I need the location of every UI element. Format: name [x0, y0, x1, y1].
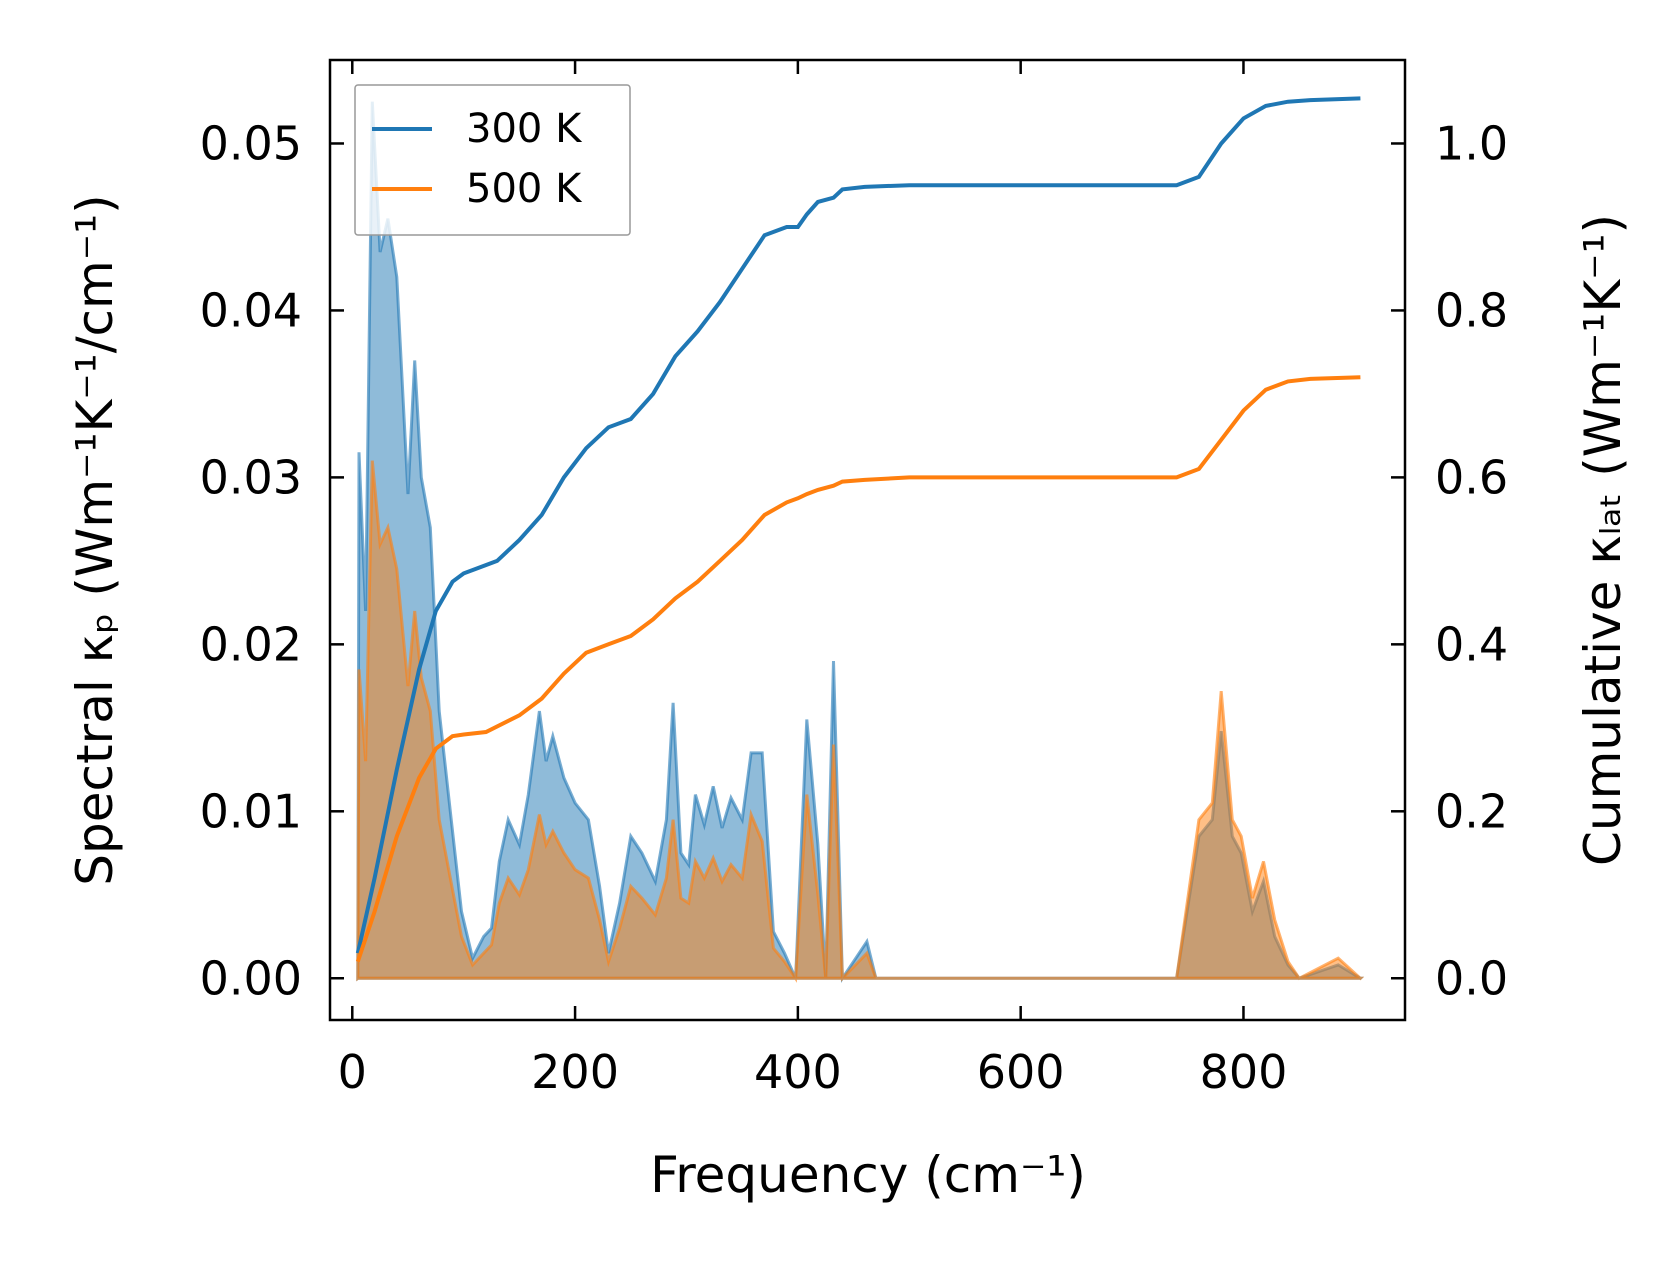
y-tick-label-right: 0.6	[1435, 450, 1508, 504]
y-tick-label-right: 0.4	[1435, 617, 1508, 671]
spectral-area-500k	[356, 460, 1365, 983]
x-tick-label: 200	[531, 1045, 619, 1099]
x-axis-label: Frequency (cm⁻¹)	[650, 1146, 1086, 1204]
y-tick-label-left: 0.00	[200, 951, 302, 1005]
y-tick-label-left: 0.04	[200, 283, 302, 337]
y-tick-label-left: 0.02	[200, 617, 302, 671]
y-tick-label-left: 0.01	[200, 784, 302, 838]
cumulative-lines	[355, 96, 1361, 963]
legend-box	[354, 84, 631, 236]
x-tick-label: 400	[754, 1045, 842, 1099]
y-tick-label-right: 1.0	[1435, 116, 1508, 170]
y-tick-label-right: 0.0	[1435, 951, 1508, 1005]
y-axis-label-left: Spectral κₚ (Wm⁻¹K⁻¹/cm⁻¹)	[66, 194, 124, 885]
plot-frame	[328, 58, 1407, 1022]
cumulative-line-300k	[355, 96, 1361, 954]
legend-label-300k: 300 K	[466, 106, 583, 152]
x-tick-label: 800	[1200, 1045, 1288, 1099]
x-tick-label: 600	[977, 1045, 1065, 1099]
legend: 300 K 500 K	[354, 84, 631, 236]
y-tick-label-right: 0.8	[1435, 283, 1508, 337]
y-tick-label-left: 0.05	[200, 116, 302, 170]
x-tick-label: 0	[338, 1045, 367, 1099]
y-tick-label-left: 0.03	[200, 450, 302, 504]
cumulative-line-500k	[355, 375, 1361, 963]
y-tick-label-right: 0.2	[1435, 784, 1508, 838]
legend-label-500k: 500 K	[466, 166, 583, 212]
y-axis-label-right: Cumulative κₗₐₜ (Wm⁻¹K⁻¹)	[1574, 214, 1632, 866]
axis-ticks: 0 200 400 600 800 0.00 0.01 0.02 0.03 0.04 0.05 0.0…	[200, 60, 1508, 1099]
spectral-areas	[356, 101, 1365, 984]
